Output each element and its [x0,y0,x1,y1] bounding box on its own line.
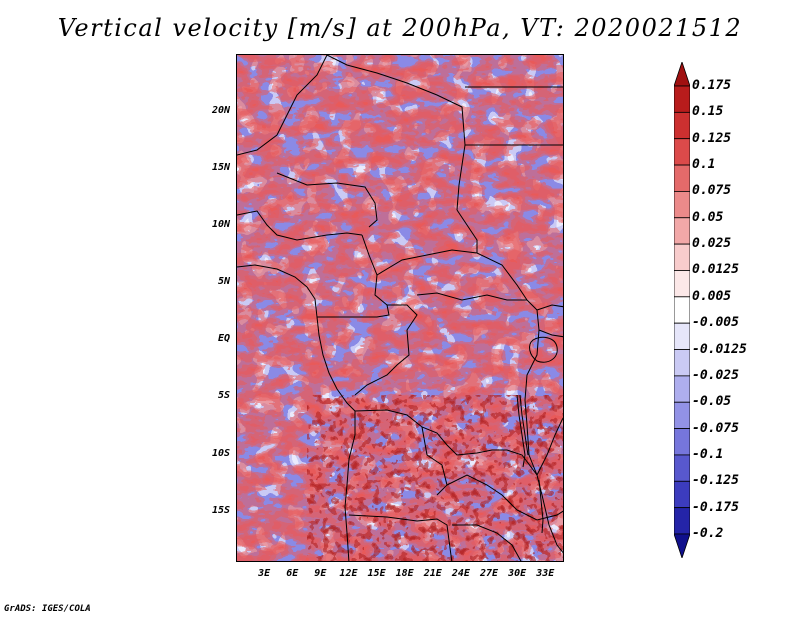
border-namibia [348,514,453,561]
colorbar-tick-label: 0.025 [692,236,732,252]
colorbar-tick-label: -0.1 [692,446,724,462]
field-strong-positive-layer [307,395,563,561]
lake-malawi [538,479,544,534]
border-lake-chad [276,172,378,228]
colorbar-tick-label: -0.175 [692,499,739,515]
colorbar-bin [674,138,690,166]
colorbar-bin [674,375,690,403]
border-ne [536,304,563,338]
colorbar-tick-label: 0.05 [692,209,724,225]
colorbar-tick-label: 0.005 [692,288,732,304]
colorbar-tick-label: 0.125 [692,130,732,146]
lon-tick-label: 9E [314,568,327,579]
colorbar-bin [674,111,690,140]
border-drc-south [354,409,538,476]
lat-tick-label: 5N [217,276,230,288]
colorbar [674,62,690,558]
lon-tick-label: 33E [536,568,555,579]
lat-tick-label: 5S [217,390,230,402]
border-car [376,249,528,301]
lon-tick-label: 27E [479,568,499,579]
colorbar-tick-label: -0.0125 [692,341,747,357]
lon-tick-label: 15E [367,568,386,579]
border-north-1 [237,55,328,156]
colorbar-bin [674,191,690,219]
border-nigeria [237,210,363,241]
lake-tanganyika [516,394,529,468]
colorbar-tick-label: 0.1 [692,157,716,173]
colorbar-tick-label: -0.025 [692,367,739,383]
colorbar-bottom-arrow [674,533,690,558]
lat-tick-label: 15N [211,162,230,174]
lon-tick-label: 6E [286,568,299,579]
colorbar-tick-label: -0.2 [692,526,724,541]
lon-tick-label: 3E [258,568,271,579]
colorbar-top-arrow [674,62,690,87]
colorbar-tick-label: -0.005 [692,315,739,331]
border-east-africa [524,299,543,496]
lat-tick-label: EQ [217,333,230,345]
border-drc-north [416,292,527,301]
border-north-2 [326,55,466,211]
colorbar-bin [674,217,690,245]
border-angola-east [421,426,448,496]
lat-tick-label: 10S [211,447,230,459]
border-congo [354,304,418,396]
border-mozambique [536,417,563,554]
colorbar-tick-label: 0.15 [692,104,724,120]
colorbar-bin [674,480,690,509]
colorbar-bin [674,322,690,350]
colorbar-bin [674,164,690,192]
lake-victoria [529,336,558,363]
colorbar-tick-label: 0.175 [692,78,732,93]
colorbar-tick-label: -0.075 [692,420,739,436]
colorbar-bin [674,296,690,324]
map-panel [236,54,564,562]
colorbar-bin [674,85,690,113]
colorbar-tick-label: -0.05 [692,394,732,410]
chart-title: Vertical velocity [m/s] at 200hPa, VT: 2… [57,14,743,42]
coastline [237,264,356,561]
lat-tick-label: 10N [211,219,230,231]
lon-tick-label: 24E [451,568,470,579]
border-zambia [446,474,563,521]
colorbar-bin [674,401,690,429]
border-sudan [456,86,563,253]
lon-tick-label: 30E [508,568,527,579]
colorbar-bin [674,270,690,298]
colorbar-tick-label: -0.125 [692,473,739,489]
colorbar-bin [674,349,690,377]
lat-tick-label: 20N [211,105,230,117]
map-canvas [237,55,563,561]
border-botswana [452,524,522,561]
colorbar-bin [674,428,690,456]
colorbar-tick-label: 0.0125 [692,262,739,278]
lon-tick-label: 21E [423,568,442,579]
colorbar-bin [674,507,690,535]
credit-text: GrADS: IGES/COLA [4,604,91,614]
lat-tick-label: 15S [211,504,230,516]
colorbar-bin [674,243,690,271]
lon-tick-label: 18E [395,568,414,579]
country-borders [237,55,563,561]
lon-tick-label: 12E [339,568,358,579]
colorbar-bin [674,454,690,482]
colorbar-tick-label: 0.075 [692,183,732,199]
